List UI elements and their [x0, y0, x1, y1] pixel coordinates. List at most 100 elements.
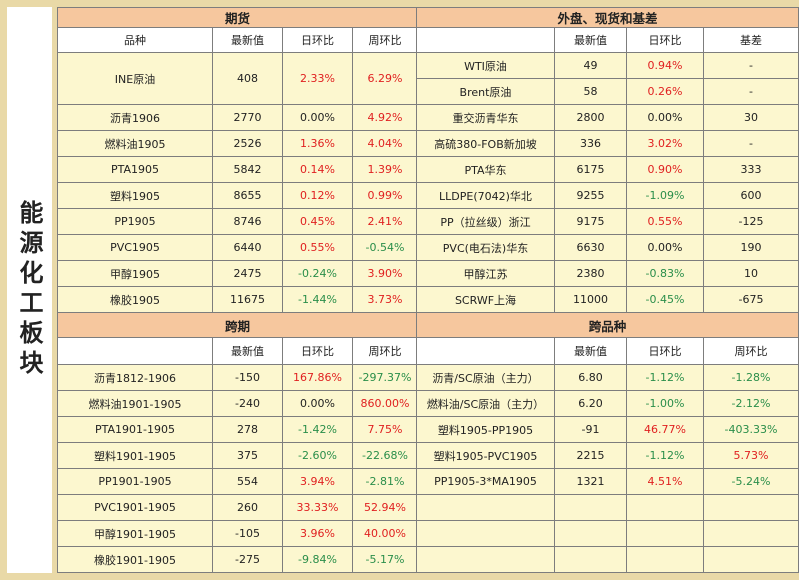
cell-basis: -: [702, 78, 799, 105]
col-header-latest: 最新值: [212, 337, 283, 365]
cell-value: 2800: [554, 104, 627, 131]
cross-commodity-table: 跨品种 最新值 日环比 周环比 沥青/SC原油（主力） 6.80 -1.12% -1.…: [415, 312, 799, 573]
cell-week: 7.75%: [351, 416, 419, 443]
empty-row: [416, 494, 799, 521]
cell-name: 塑料1905: [57, 182, 213, 209]
cell-value: 375: [212, 442, 283, 469]
cell-day: 0.55%: [626, 208, 704, 235]
empty-cell: [416, 520, 555, 547]
cell-day: 0.94%: [626, 52, 704, 79]
cell-name: PTA1901-1905: [57, 416, 213, 443]
cell-value: 2380: [554, 260, 627, 287]
cell-day: 0.00%: [626, 104, 704, 131]
cell-day: 0.00%: [282, 390, 353, 417]
table-row: PVC1901-1905 260 33.33% 52.94%: [57, 494, 419, 521]
cell-day: 0.12%: [282, 182, 353, 209]
col-header-variety: 品种: [57, 27, 213, 53]
col-header-basis: 基差: [702, 27, 799, 53]
cell-week: -2.12%: [702, 390, 799, 417]
cell-value: 2770: [212, 104, 283, 131]
sidebar-title: 能源化工板块: [15, 200, 43, 380]
table-row: 高硫380-FOB新加坡 336 3.02% -: [416, 130, 799, 157]
table-row: 塑料1901-1905 375 -2.60% -22.68%: [57, 442, 419, 469]
table-row: PP1901-1905 554 3.94% -2.81%: [57, 468, 419, 495]
cell-name: PP1905: [57, 208, 213, 235]
cell-name: 塑料1901-1905: [57, 442, 213, 469]
table-row: PVC(电石法)华东 6630 0.00% 190: [416, 234, 799, 261]
table-row: PP1905-3*MA1905 1321 4.51% -5.24%: [416, 468, 799, 495]
cell-week: -5.17%: [351, 546, 419, 573]
col-header-name: [416, 27, 555, 53]
cell-day: -0.24%: [282, 260, 353, 287]
table-row: 甲醇1901-1905 -105 3.96% 40.00%: [57, 520, 419, 547]
cell-value: 8746: [212, 208, 283, 235]
cell-name: 沥青1812-1906: [57, 364, 213, 391]
cell-name: SCRWF上海: [416, 286, 555, 313]
cell-day: 1.36%: [282, 130, 353, 157]
table-row: 塑料1905-PVC1905 2215 -1.12% 5.73%: [416, 442, 799, 469]
table-row: 甲醇1905 2475 -0.24% 3.90%: [57, 260, 419, 287]
cross-title: 跨品种: [415, 312, 799, 338]
cell-value: 336: [554, 130, 627, 157]
cell-week: -297.37%: [351, 364, 419, 391]
cell-day: 0.26%: [626, 78, 704, 105]
cell-value: -240: [212, 390, 283, 417]
col-header-day-change: 日环比: [626, 27, 704, 53]
cell-day: -1.12%: [626, 442, 704, 469]
cell-name: 塑料1905-PP1905: [416, 416, 555, 443]
cell-basis: 10: [702, 260, 799, 287]
cell-week: 4.92%: [351, 104, 419, 131]
cell-value: -105: [212, 520, 283, 547]
cell-value: 9175: [554, 208, 627, 235]
cell-value: -150: [212, 364, 283, 391]
cell-name: PP（拉丝级）浙江: [416, 208, 555, 235]
table-row: 沥青1812-1906 -150 167.86% -297.37%: [57, 364, 419, 391]
cell-name: 橡胶1901-1905: [57, 546, 213, 573]
cell-value: 1321: [554, 468, 627, 495]
col-header-week-change: 周环比: [702, 337, 799, 365]
cell-week: -403.33%: [702, 416, 799, 443]
cell-day: 167.86%: [282, 364, 353, 391]
cell-name: PVC1905: [57, 234, 213, 261]
table-row: PVC1905 6440 0.55% -0.54%: [57, 234, 419, 261]
table-row: 燃料油1905 2526 1.36% 4.04%: [57, 130, 419, 157]
cell-basis: -125: [702, 208, 799, 235]
cell-basis: 190: [702, 234, 799, 261]
cell-value: 11000: [554, 286, 627, 313]
spot-basis-table: 外盘、现货和基差 最新值 日环比 基差 WTI原油 49 0.94% - Brent原油…: [415, 7, 799, 313]
empty-row: [416, 546, 799, 573]
table-row: 燃料油/SC原油（主力） 6.20 -1.00% -2.12%: [416, 390, 799, 417]
cell-value: 2475: [212, 260, 283, 287]
cell-name: 甲醇1901-1905: [57, 520, 213, 547]
table-row: 塑料1905-PP1905 -91 46.77% -403.33%: [416, 416, 799, 443]
cell-value: 8655: [212, 182, 283, 209]
cell-name: PTA1905: [57, 156, 213, 183]
cell-value: -91: [554, 416, 627, 443]
table-row: PP（拉丝级）浙江 9175 0.55% -125: [416, 208, 799, 235]
cell-value: 49: [554, 52, 627, 79]
cell-week: -5.24%: [702, 468, 799, 495]
cell-basis: 333: [702, 156, 799, 183]
cell-day: 3.02%: [626, 130, 704, 157]
empty-row: [416, 520, 799, 547]
cell-day: 0.00%: [626, 234, 704, 261]
cell-day: -1.42%: [282, 416, 353, 443]
cell-name: INE原油: [57, 52, 213, 105]
cell-name: 甲醇1905: [57, 260, 213, 287]
cell-basis: 600: [702, 182, 799, 209]
cell-value: 6630: [554, 234, 627, 261]
table-row: PTA华东 6175 0.90% 333: [416, 156, 799, 183]
cell-week: 2.41%: [351, 208, 419, 235]
cell-day: -0.45%: [626, 286, 704, 313]
empty-cell: [554, 494, 627, 521]
table-row: 沥青/SC原油（主力） 6.80 -1.12% -1.28%: [416, 364, 799, 391]
table-row: 甲醇江苏 2380 -0.83% 10: [416, 260, 799, 287]
table-row: 塑料1905 8655 0.12% 0.99%: [57, 182, 419, 209]
table-row: 燃料油1901-1905 -240 0.00% 860.00%: [57, 390, 419, 417]
cell-day: -0.83%: [626, 260, 704, 287]
cell-name: 沥青/SC原油（主力）: [416, 364, 555, 391]
cell-value: 6.80: [554, 364, 627, 391]
cell-name: LLDPE(7042)华北: [416, 182, 555, 209]
cell-name: PVC(电石法)华东: [416, 234, 555, 261]
cell-basis: -: [702, 52, 799, 79]
